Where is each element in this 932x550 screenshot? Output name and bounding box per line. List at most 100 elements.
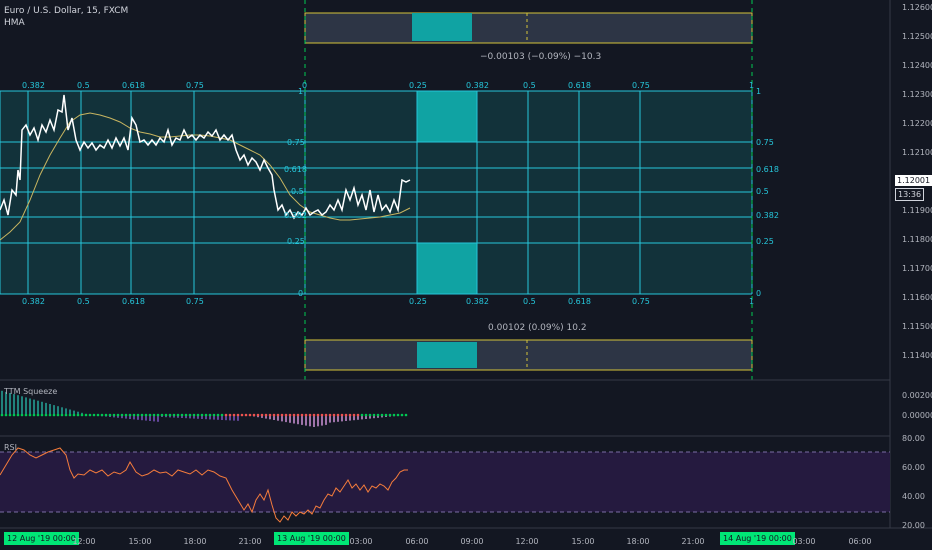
time-axis-tick: 03:00 (349, 537, 373, 546)
ttm-squeeze-dot (344, 413, 348, 417)
ttm-squeeze-dot (124, 413, 128, 417)
ttm-squeeze-dot (220, 413, 224, 417)
ttm-squeeze-dot (300, 413, 304, 417)
ttm-squeeze-dot (164, 413, 168, 417)
fib-right-bottom-label: 0.25 (409, 297, 427, 306)
ttm-squeeze-dot (52, 413, 56, 417)
ttm-squeeze-dot (336, 413, 340, 417)
price-axis-tick: 1.11700 (902, 264, 932, 273)
ttm-squeeze-dot (360, 413, 364, 417)
fib-box-upper (417, 91, 477, 142)
fib-right-side-label: 0.618 (756, 165, 779, 174)
ttm-squeeze-dot (380, 413, 384, 417)
measure-box-top[interactable] (304, 12, 753, 44)
time-axis-tick: 12:00 (72, 537, 96, 546)
rsi-band (0, 452, 890, 512)
fib-right-side-label: 0.75 (756, 138, 774, 147)
ttm-squeeze-dot (296, 413, 300, 417)
ttm-squeeze-dot (8, 413, 12, 417)
symbol-title[interactable]: Euro / U.S. Dollar, 15, FXCM (4, 6, 129, 16)
ttm-squeeze-dot (256, 413, 260, 417)
ttm-squeeze-dot (276, 413, 280, 417)
fib-right-bottom-label: 0.75 (632, 297, 650, 306)
ttm-squeeze-dot (56, 413, 60, 417)
ttm-squeeze-dot (24, 413, 28, 417)
ttm-squeeze-title[interactable]: TTM Squeeze (4, 387, 58, 396)
ttm-squeeze-dot (68, 413, 72, 417)
fib-right-side-label: 0.382 (756, 211, 779, 220)
ttm-squeeze-dot (204, 413, 208, 417)
ttm-squeeze-dot (48, 413, 52, 417)
price-axis-tick: 1.12400 (902, 61, 932, 70)
ttm-squeeze-dot (328, 413, 332, 417)
rsi-axis-tick: 40.00 (902, 492, 925, 501)
price-axis-tick: 1.11900 (902, 206, 932, 215)
time-axis-tick: 06:00 (405, 537, 429, 546)
rsi-title[interactable]: RSI (4, 443, 17, 452)
ttm-squeeze-dot (84, 413, 88, 417)
measure-box-top-highlight (412, 13, 472, 41)
ttm-squeeze-dot (184, 413, 188, 417)
ttm-squeeze-dot (192, 413, 196, 417)
ttm-squeeze-dot (264, 413, 268, 417)
price-axis-tick: 1.12300 (902, 90, 932, 99)
ttm-squeeze-dot (60, 413, 64, 417)
ttm-squeeze-dot (304, 413, 308, 417)
bar-countdown-label: 13:36 (895, 188, 925, 201)
ttm-squeeze-dot (268, 413, 272, 417)
fib-right-side-label: 1 (756, 87, 762, 96)
ttm-squeeze-dot (252, 413, 256, 417)
fib-left-top-label: 0.75 (186, 81, 204, 90)
ttm-squeeze-dot (356, 413, 360, 417)
ttm-axis-tick: 0.00000 (902, 411, 932, 420)
measure-box-bottom[interactable] (304, 339, 753, 371)
measure-bottom-label: 0.00102 (0.09%) 10.2 (488, 323, 587, 333)
ttm-squeeze-dot (140, 413, 144, 417)
ttm-squeeze-dot (292, 413, 296, 417)
ttm-squeeze-dot (308, 413, 312, 417)
ttm-squeeze-dot (224, 413, 228, 417)
ttm-squeeze-dot (232, 413, 236, 417)
ttm-squeeze-dot (28, 413, 32, 417)
hma-indicator-label[interactable]: HMA (4, 18, 25, 28)
fib-left-side-label: 0.618 (284, 165, 307, 174)
fib-right-bottom-label: 0.618 (568, 297, 591, 306)
ttm-squeeze-dot (384, 413, 388, 417)
time-axis-tick: 15:00 (128, 537, 152, 546)
fib-right-bottom-label: 0.382 (466, 297, 489, 306)
ttm-squeeze-dot (320, 413, 324, 417)
fib-right-side-label: 0.25 (756, 237, 774, 246)
time-axis-tick: 21:00 (681, 537, 705, 546)
ttm-squeeze-dot (364, 413, 368, 417)
ttm-squeeze-dot (148, 413, 152, 417)
price-line (0, 94, 411, 220)
ttm-squeeze-dot (280, 413, 284, 417)
fib-left-bottom-label: 0.5 (77, 297, 90, 306)
fib-left-side-label: 0.382 (284, 211, 307, 220)
ttm-squeeze-dot (404, 413, 408, 417)
time-axis-date-highlight: 14 Aug '19 00:00 (720, 532, 795, 545)
ttm-squeeze-dot (176, 413, 180, 417)
ttm-squeeze-dot (76, 413, 80, 417)
ttm-squeeze-dot (136, 413, 140, 417)
ttm-squeeze-dot (244, 413, 248, 417)
ttm-squeeze-dot (248, 413, 252, 417)
ttm-squeeze-dot (100, 413, 104, 417)
ttm-squeeze-dot (372, 413, 376, 417)
ttm-squeeze-dot (16, 413, 20, 417)
time-axis-tick: 06:00 (848, 537, 872, 546)
ttm-squeeze-dot (340, 413, 344, 417)
fib-left-top-label: 0.618 (122, 81, 145, 90)
ttm-squeeze-dot (236, 413, 240, 417)
time-axis-tick: 21:00 (238, 537, 262, 546)
ttm-squeeze-dot (80, 413, 84, 417)
fib-left-top-label: 0.382 (22, 81, 45, 90)
ttm-squeeze-dot (288, 413, 292, 417)
fib-right-top-label: 0.5 (523, 81, 536, 90)
ttm-squeeze-dot (32, 413, 36, 417)
time-axis-tick: 15:00 (571, 537, 595, 546)
ttm-squeeze-dot (352, 413, 356, 417)
ttm-squeeze-dot (12, 413, 16, 417)
